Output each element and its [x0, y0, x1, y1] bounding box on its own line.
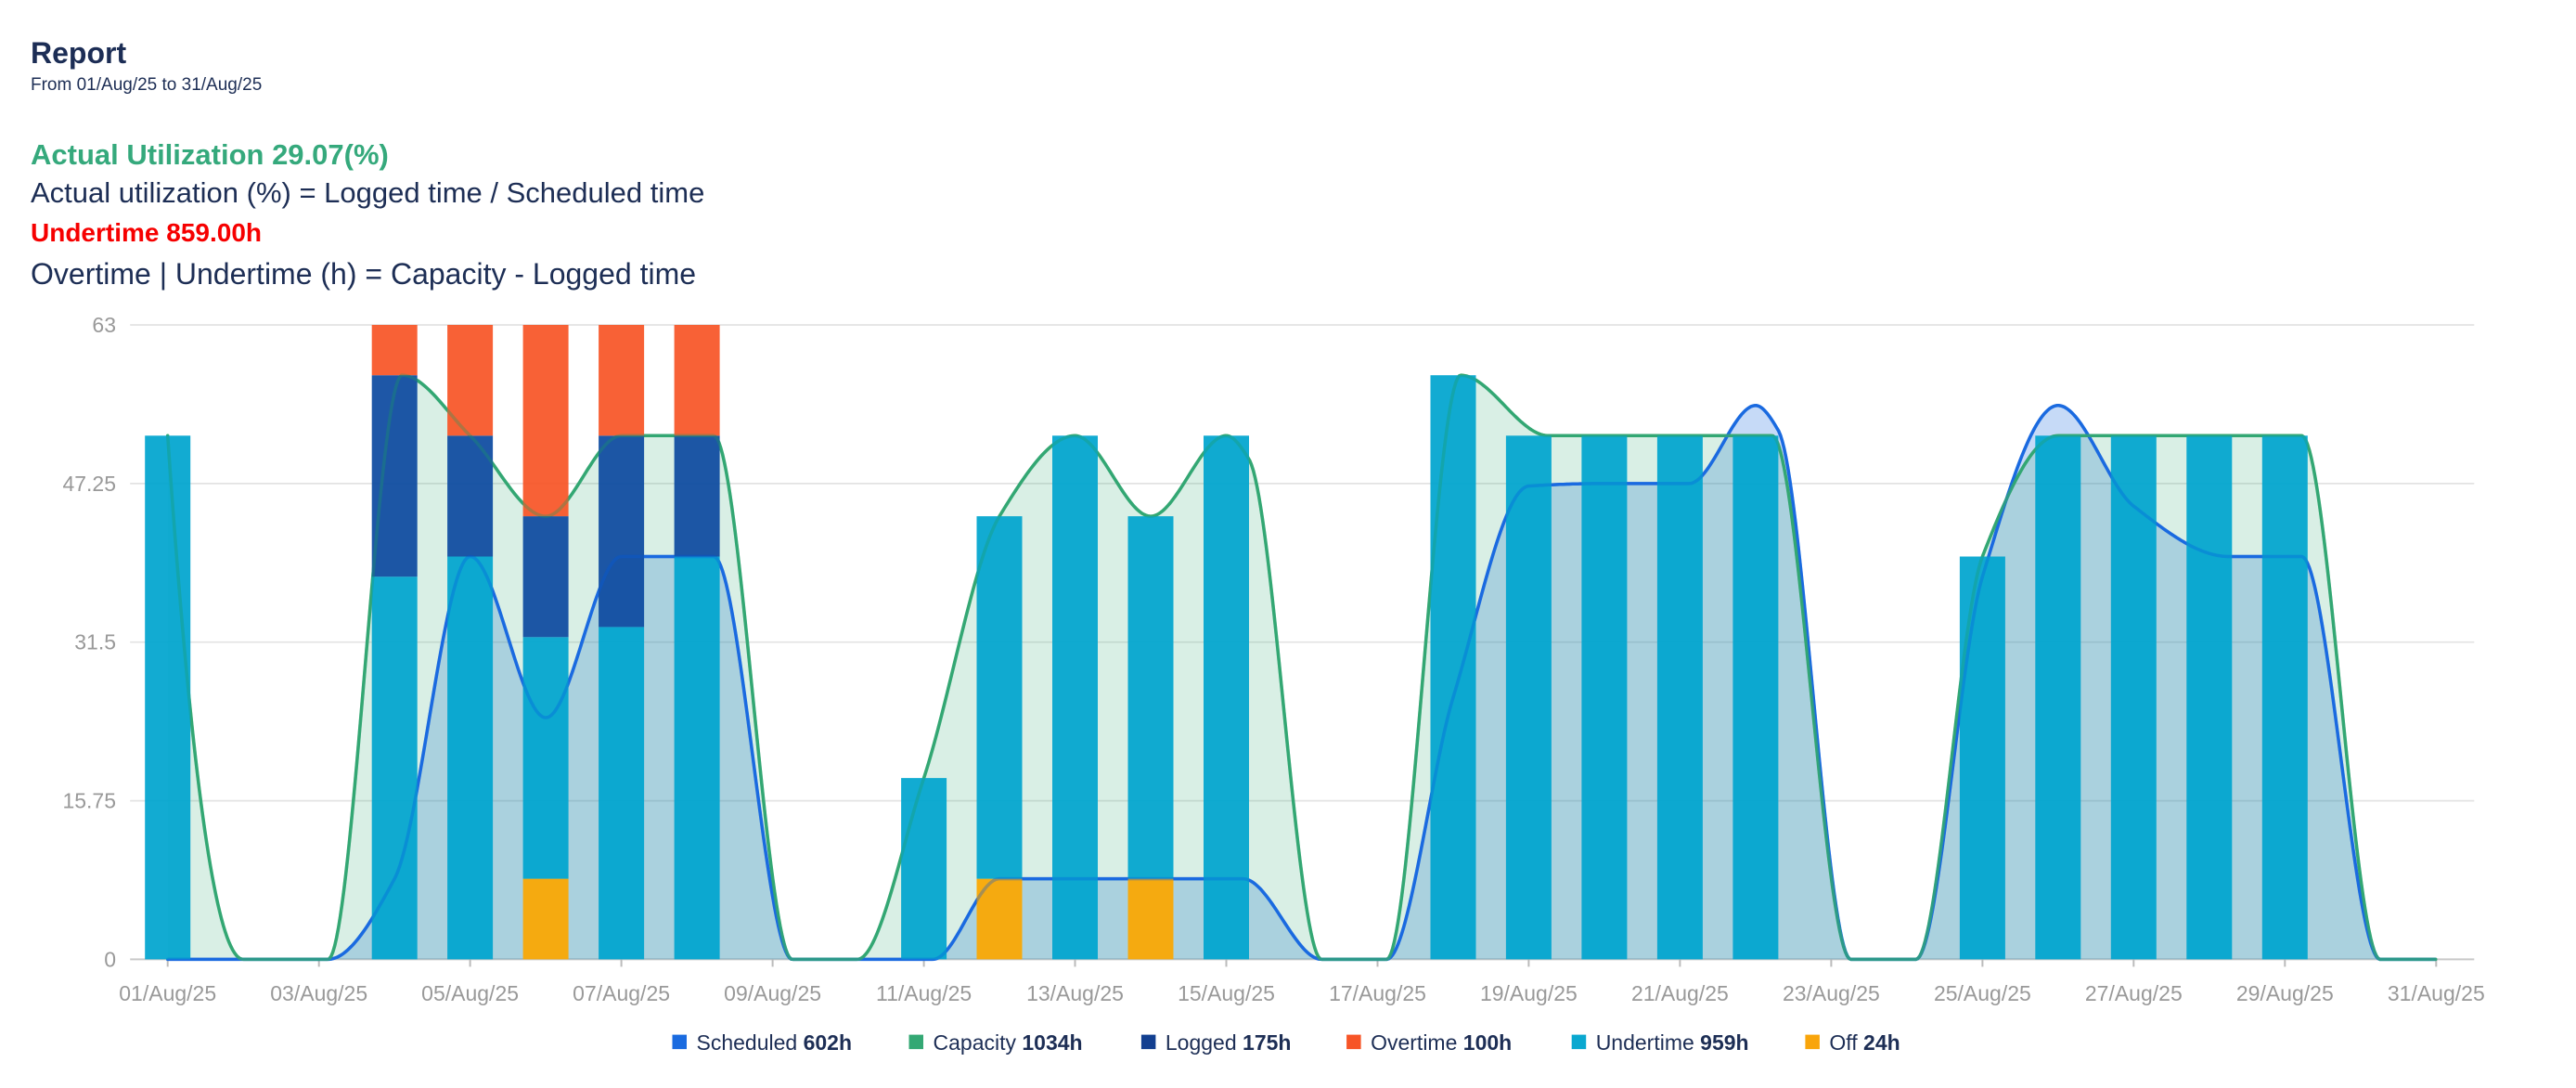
svg-text:47.25: 47.25 — [62, 472, 116, 496]
svg-text:Logged 175h: Logged 175h — [1166, 1030, 1292, 1055]
svg-text:13/Aug/25: 13/Aug/25 — [1026, 981, 1124, 1005]
svg-text:15/Aug/25: 15/Aug/25 — [1178, 981, 1275, 1005]
svg-text:21/Aug/25: 21/Aug/25 — [1631, 981, 1729, 1005]
svg-text:0: 0 — [104, 947, 116, 971]
svg-text:11/Aug/25: 11/Aug/25 — [876, 981, 972, 1005]
svg-text:15.75: 15.75 — [62, 789, 116, 813]
svg-text:Undertime 959h: Undertime 959h — [1596, 1030, 1749, 1055]
svg-text:07/Aug/25: 07/Aug/25 — [573, 981, 670, 1005]
svg-text:09/Aug/25: 09/Aug/25 — [724, 981, 821, 1005]
svg-text:01/Aug/25: 01/Aug/25 — [119, 981, 216, 1005]
svg-text:Off 24h: Off 24h — [1829, 1030, 1900, 1055]
svg-text:Overtime 100h: Overtime 100h — [1371, 1030, 1512, 1055]
svg-text:27/Aug/25: 27/Aug/25 — [2085, 981, 2183, 1005]
svg-text:03/Aug/25: 03/Aug/25 — [270, 981, 367, 1005]
svg-text:19/Aug/25: 19/Aug/25 — [1480, 981, 1578, 1005]
svg-text:Capacity 1034h: Capacity 1034h — [934, 1030, 1083, 1055]
svg-text:31.5: 31.5 — [74, 630, 116, 654]
svg-text:29/Aug/25: 29/Aug/25 — [2236, 981, 2334, 1005]
svg-text:25/Aug/25: 25/Aug/25 — [1934, 981, 2031, 1005]
svg-text:05/Aug/25: 05/Aug/25 — [421, 981, 519, 1005]
svg-text:17/Aug/25: 17/Aug/25 — [1329, 981, 1426, 1005]
svg-text:31/Aug/25: 31/Aug/25 — [2388, 981, 2485, 1005]
svg-text:23/Aug/25: 23/Aug/25 — [1783, 981, 1880, 1005]
svg-text:Scheduled 602h: Scheduled 602h — [697, 1030, 853, 1055]
svg-text:63: 63 — [92, 313, 116, 337]
